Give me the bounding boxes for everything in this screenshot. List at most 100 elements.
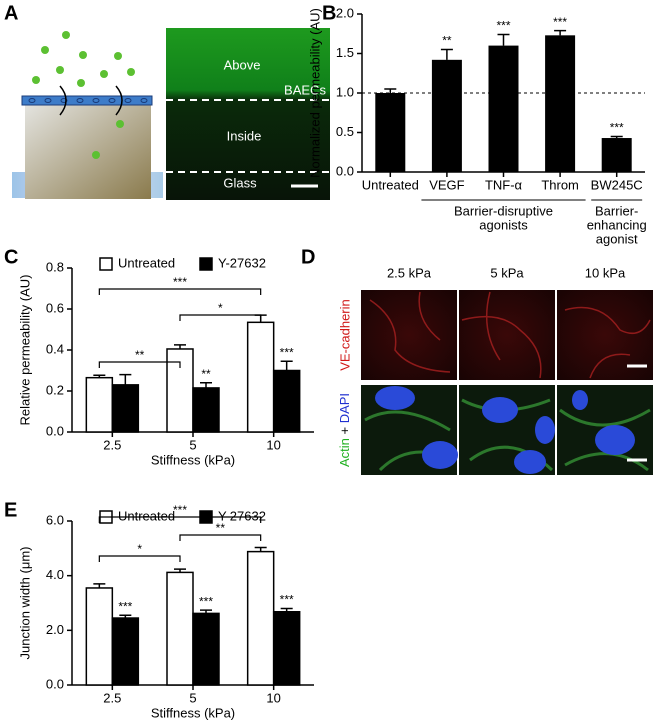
bar [272,369,301,433]
comparison-bracket [98,288,262,295]
y-axis-label: Relative permeability (AU) [17,275,32,426]
label-part: DAPI [337,393,352,423]
label-part: + [337,427,352,435]
x-tick-label: Throm [541,177,579,192]
error-bar [497,33,510,46]
y-tick-label: 2.0 [46,622,64,637]
x-tick-label: 5 [189,437,196,452]
significance: *** [280,345,294,359]
error-bar [119,373,132,385]
group-label: agonists [479,217,528,232]
comparison-bracket [179,534,262,541]
y-axis-label: Normalized permeability (AU) [307,8,322,178]
legend-label: Untreated [118,255,175,270]
column-label: 2.5 kPa [387,265,432,280]
row-label: VE-cadherin [337,299,352,371]
column-label: 10 kPa [585,265,626,280]
bar [192,387,220,433]
comparison-bracket [98,361,181,368]
bar [246,321,275,433]
row-label: Actin + DAPI [337,393,352,467]
significance: *** [118,599,132,613]
y-tick-label: 0.5 [336,124,354,139]
bar [166,571,194,686]
error-bar [200,609,212,614]
error-bar [440,48,453,60]
significance: ** [201,367,211,381]
bar [272,610,301,686]
x-axis-label: Stiffness (kPa) [151,705,235,720]
image-label: Above [224,57,261,72]
bar [601,138,632,172]
y-tick-label: 0.0 [46,423,64,438]
comparison-bracket [179,314,262,321]
x-tick-label: 5 [189,690,196,705]
error-bar [174,344,186,349]
comparison-label: *** [173,275,187,289]
comparison-bracket [98,516,262,523]
comparison-bracket [98,555,181,562]
panel-label: A [4,2,18,24]
bar [85,376,114,433]
schematic [12,31,163,199]
error-bar [254,546,267,552]
panel-label: D [301,246,315,268]
group-label: enhancing [587,217,647,232]
image-label: BAECs [284,82,326,97]
fluorescence-images [361,290,653,475]
comparison-label: * [137,542,142,556]
significance: *** [553,15,567,29]
y-tick-label: 4.0 [46,567,64,582]
x-tick-label: 2.5 [103,437,121,452]
significance: *** [496,19,510,33]
group-label: Barrier- [595,203,638,218]
image-label: Glass [223,175,257,190]
error-bar [280,360,293,371]
microscopy-image [166,28,330,200]
bar [488,45,519,172]
x-axis-label: Stiffness (kPa) [151,452,235,467]
bar [192,612,220,686]
y-tick-label: 0.2 [46,382,64,397]
legend-label: Y-27632 [218,508,266,523]
error-bar [200,382,212,388]
x-tick-label: 10 [266,437,280,452]
error-bar [384,88,397,93]
panel-label: B [322,2,336,24]
y-tick-label: 6.0 [46,512,64,527]
error-bar [554,29,567,36]
x-tick-label: TNF-α [485,177,523,192]
bar [375,93,406,172]
error-bar [610,135,623,139]
bar [111,384,140,433]
significance: *** [280,593,294,607]
error-bar [93,374,106,378]
bar [431,59,462,172]
y-tick-label: 0.0 [336,163,354,178]
error-bar [174,568,186,573]
label-part: Actin [337,438,352,467]
bar [545,35,576,172]
y-axis-label: Junction width (μm) [17,547,32,660]
x-tick-label: 10 [266,690,280,705]
legend-swatch [199,257,213,271]
y-tick-label: 1.5 [336,45,354,60]
significance: *** [610,121,624,135]
y-tick-label: 2.0 [336,5,354,20]
legend-label: Y-27632 [218,255,266,270]
x-tick-label: BW245C [591,177,643,192]
y-tick-label: 0.0 [46,676,64,691]
group-label: agonist [596,231,638,246]
error-bar [119,614,132,619]
y-tick-label: 0.4 [46,341,64,356]
bar [111,617,140,686]
y-tick-label: 1.0 [336,84,354,99]
significance: *** [199,594,213,608]
image-label: Inside [227,128,262,143]
group-label: Barrier-disruptive [454,203,553,218]
comparison-label: *** [173,503,187,517]
bar [85,587,114,686]
x-tick-label: Untreated [362,177,419,192]
error-bar [93,583,106,588]
